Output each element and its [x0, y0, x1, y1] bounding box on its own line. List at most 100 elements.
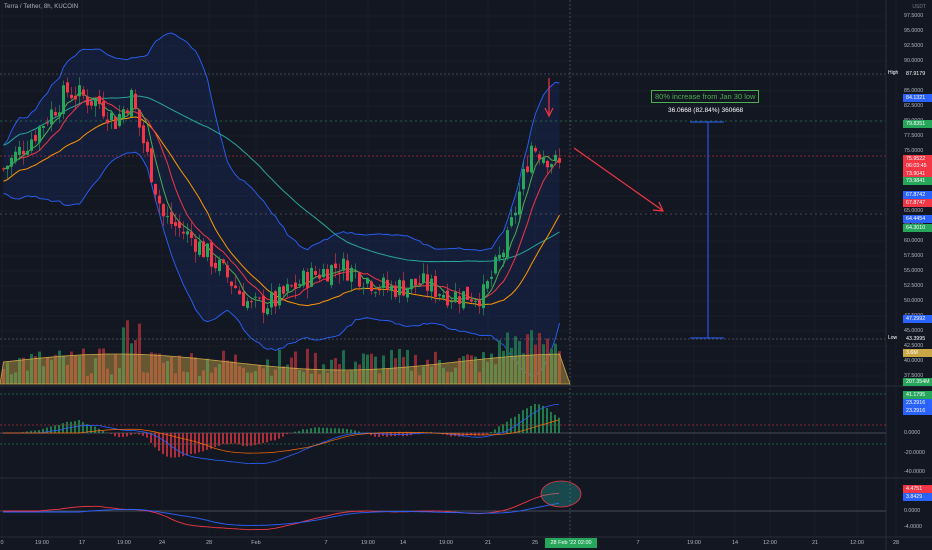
macd-hist-bar: [514, 416, 516, 433]
macd-hist-bar: [254, 433, 256, 446]
volume-bar: [550, 348, 553, 384]
macd-hist-bar: [314, 427, 316, 433]
time-axis-label: 7: [324, 540, 328, 546]
candle-body: [262, 295, 265, 313]
volume-bar: [46, 357, 49, 384]
volume-bar: [98, 348, 101, 384]
candle-body: [386, 279, 389, 290]
volume-bar: [506, 332, 509, 384]
macd-hist-bar: [50, 426, 52, 433]
symbol-title[interactable]: Terra / Tether, 8h, KUCOIN: [4, 4, 79, 10]
macd-hist-bar: [378, 433, 380, 437]
macd-hist-bar: [554, 414, 556, 433]
osc-axis-label: -4.0000: [904, 524, 922, 530]
volume-bar: [554, 343, 557, 384]
candle-body: [66, 82, 69, 93]
candlesticks: [2, 77, 561, 324]
volume-bar: [502, 350, 505, 384]
volume-bar: [318, 374, 321, 384]
candle-body: [118, 114, 121, 126]
macd-hist-bar: [338, 428, 340, 433]
macd-hist-bar: [210, 433, 212, 449]
volume-bar: [186, 372, 189, 384]
macd-tag: 41.1795: [903, 391, 932, 399]
macd-hist-bar: [482, 433, 484, 436]
macd-tag: 23.2916: [903, 399, 932, 407]
volume-bar: [558, 351, 561, 384]
candle-body: [470, 299, 473, 302]
macd-hist-bar: [162, 433, 164, 454]
volume-bar: [2, 369, 5, 384]
candle-body: [322, 268, 325, 278]
time-axis-label: 12:00: [850, 540, 864, 546]
macd-hist-bar: [174, 433, 176, 458]
time-axis-label: 21: [484, 540, 492, 546]
volume-bar: [358, 364, 361, 384]
candle-body: [74, 95, 77, 100]
volume-bar: [422, 366, 425, 384]
candle-body: [466, 286, 469, 300]
candle-body: [146, 141, 149, 152]
price-axis-label: 75.0000: [904, 148, 924, 154]
macd-hist-bar: [46, 427, 48, 433]
macd-hist-bar: [386, 433, 388, 437]
volume-bar: [346, 371, 349, 384]
candle-body: [538, 154, 541, 160]
candle-body: [26, 151, 29, 155]
time-axis-label: Feb: [251, 540, 261, 546]
candle-body: [490, 276, 493, 279]
volume-bar: [166, 361, 169, 384]
macd-hist-bar: [150, 433, 152, 443]
volume-bar: [254, 370, 257, 384]
price-axis-label: 45.0000: [904, 328, 924, 334]
volume-bar: [426, 359, 429, 384]
volume-bar: [62, 355, 65, 384]
candle-body: [98, 96, 101, 105]
macd-histogram: [2, 404, 560, 458]
volume-bar: [354, 361, 357, 384]
candle-body: [270, 291, 273, 308]
time-axis-label: 19:00: [687, 540, 701, 546]
time-axis-label: 24: [158, 540, 166, 546]
volume-bar: [538, 332, 541, 384]
candle-body: [234, 285, 237, 289]
candle-body: [502, 252, 505, 258]
candle-body: [394, 285, 397, 297]
volume-bar: [322, 364, 325, 384]
macd-hist-bar: [190, 433, 192, 455]
candle-body: [534, 147, 537, 152]
current-time: 02:00: [577, 540, 592, 546]
macd-hist-bar: [502, 424, 504, 433]
candle-body: [378, 289, 381, 291]
candle-body: [518, 191, 521, 215]
price-tag: 79.8351: [903, 120, 932, 128]
volume-bar: [438, 360, 441, 384]
macd-hist-bar: [118, 433, 120, 438]
candle-body: [306, 272, 309, 288]
macd-hist-bar: [354, 430, 356, 433]
macd-hist-bar: [382, 433, 384, 437]
candle-body: [258, 297, 261, 299]
candle-body: [130, 90, 133, 117]
volume-bar: [258, 364, 261, 384]
candle-body: [238, 290, 241, 295]
candle-body: [558, 158, 561, 163]
volume-bar: [170, 357, 173, 384]
price-axis-label: 57.5000: [904, 253, 924, 259]
increase-callout[interactable]: 80% increase from Jan 30 low: [651, 90, 760, 103]
candle-body: [310, 267, 313, 287]
candle-body: [54, 112, 57, 116]
low-label: Low: [886, 335, 900, 341]
volume-bar: [302, 371, 305, 384]
macd-hist-bar: [58, 424, 60, 433]
volume-bar: [134, 340, 137, 384]
macd-hist-bar: [34, 430, 36, 433]
volume-bar: [394, 358, 397, 384]
macd-hist-bar: [138, 433, 140, 435]
volume-bar: [370, 353, 373, 384]
macd-hist-bar: [510, 418, 512, 433]
macd-hist-bar: [66, 421, 68, 433]
candle-body: [266, 308, 269, 315]
candle-body: [82, 89, 85, 96]
